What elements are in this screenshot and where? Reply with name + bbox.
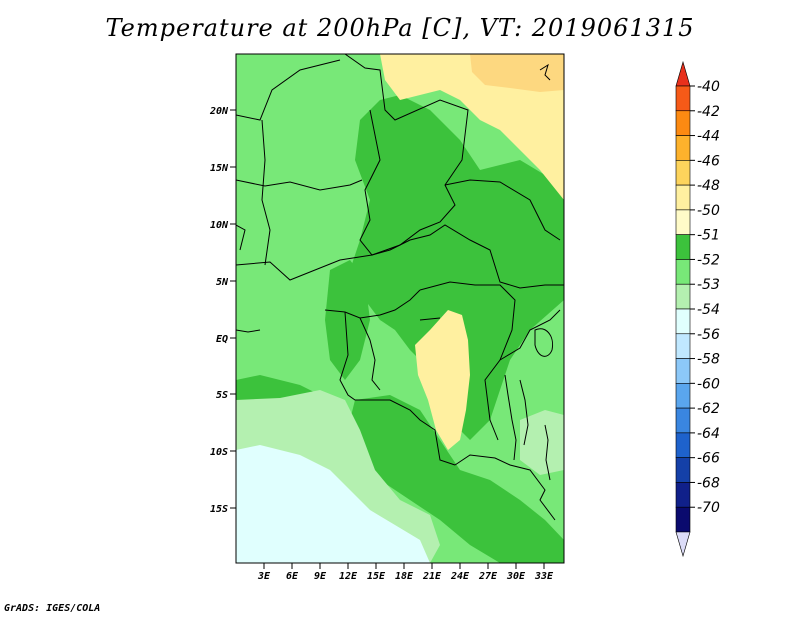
lon-label: 18E (395, 571, 414, 582)
temperature-field (236, 54, 564, 563)
field-band-m56 (236, 445, 430, 563)
lon-label: 33E (534, 571, 554, 582)
colorbar-label: -64 (697, 426, 720, 442)
colorbar-label: -51 (697, 228, 720, 244)
lat-label: 10S (210, 447, 228, 458)
colorbar-swatch (675, 506, 691, 533)
colorbar-swatch (675, 358, 691, 384)
colorbar-label: -53 (697, 277, 720, 293)
map-frame (235, 53, 565, 564)
lon-label: 6E (286, 571, 299, 582)
lat-label: EQ (216, 334, 228, 345)
lat-label: 5N (216, 277, 229, 288)
colorbar-swatch (675, 184, 691, 211)
colorbar-swatch (675, 135, 691, 161)
colorbar-label: -62 (697, 401, 720, 417)
colorbar-swatch (675, 482, 691, 508)
colorbar-bottom-arrow (675, 531, 691, 558)
colorbar-label: -50 (697, 203, 720, 219)
colorbar-label: -40 (697, 79, 720, 95)
colorbar-label: -48 (697, 178, 720, 194)
lat-label: 10N (210, 220, 229, 231)
colorbar-label: -70 (697, 500, 720, 516)
colorbar-swatch (675, 209, 691, 235)
lon-label: 9E (314, 571, 327, 582)
lake-outlines (419, 63, 554, 481)
field-band-m54 (520, 410, 564, 475)
lat-label: 15S (210, 504, 228, 515)
field-band-m48 (470, 54, 564, 92)
colorbar-label: -56 (697, 327, 720, 343)
country-borders (236, 54, 564, 521)
lon-label: 24E (450, 571, 470, 582)
field-band-m52 (350, 395, 564, 563)
lon-label: 15E (367, 571, 386, 582)
colorbar: -40 -42 -44 -46 -48 -50 -51 -52 -53 -54 -56 -58 -60 -… (675, 60, 720, 558)
colorbar-label: -60 (697, 376, 720, 392)
colorbar-label: -52 (697, 252, 720, 268)
longitude-axis: 3E 6E 9E 12E 15E 18E 21E 24E 27E 30E 33E (257, 563, 554, 582)
lon-label: 27E (478, 571, 498, 582)
lat-label: 15N (210, 163, 229, 174)
colorbar-swatch (675, 85, 691, 112)
colorbar-swatch (675, 432, 691, 458)
lon-label: 3E (257, 571, 271, 582)
colorbar-label: -66 (697, 451, 720, 467)
field-band-m52 (325, 260, 370, 380)
colorbar-swatch (675, 160, 691, 186)
colorbar-label: -44 (697, 129, 720, 145)
colorbar-swatch (675, 110, 691, 136)
colorbar-swatch (675, 383, 691, 409)
colorbar-swatch (675, 259, 691, 285)
colorbar-label: -58 (697, 352, 720, 368)
colorbar-swatch (675, 234, 691, 260)
colorbar-swatch (675, 308, 691, 335)
colorbar-label: -68 (697, 475, 720, 491)
colorbar-label: -54 (697, 302, 720, 318)
field-band-m50 (415, 310, 470, 450)
colorbar-label: -46 (697, 153, 720, 169)
colorbar-top-arrow (675, 60, 691, 87)
colorbar-swatch (675, 407, 691, 434)
colorbar-swatch (675, 457, 691, 483)
lat-label: 5S (216, 390, 228, 401)
colorbar-swatch (675, 283, 691, 310)
lon-label: 30E (506, 571, 526, 582)
colorbar-label: -42 (697, 104, 720, 120)
credit-text: GrADS: IGES/COLA (4, 603, 101, 614)
plot-title: Temperature at 200hPa [C], VT: 201906131… (105, 14, 695, 42)
lon-label: 12E (339, 571, 358, 582)
field-band-m50 (380, 54, 564, 200)
lon-label: 21E (422, 571, 442, 582)
latitude-axis: 20N 15N 10N 5N EQ 5S 10S 15S (209, 106, 236, 515)
lat-label: 20N (209, 106, 229, 117)
colorbar-swatch (675, 333, 691, 359)
